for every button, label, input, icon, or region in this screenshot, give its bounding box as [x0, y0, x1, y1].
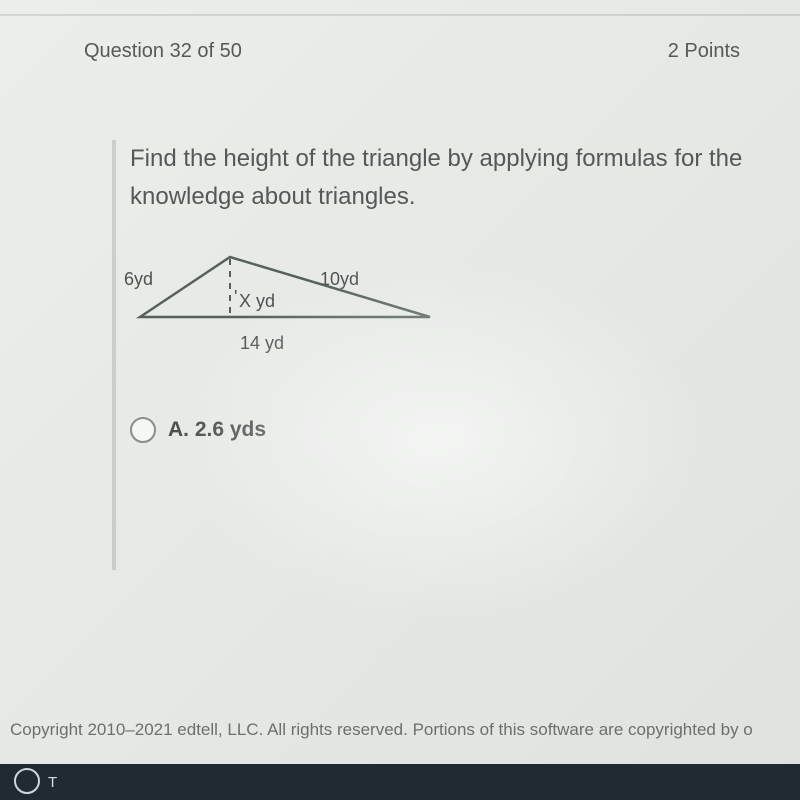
prompt-line-2: knowledge about triangles. [130, 178, 800, 216]
quiz-screen: Question 32 of 50 2 Points Find the heig… [0, 0, 800, 800]
label-right-side: 10yd [320, 269, 359, 290]
label-left-side: 6yd [124, 269, 153, 290]
triangle-shape [140, 257, 430, 317]
triangle-diagram: 6yd 10yd ' X yd 14 yd [130, 247, 450, 377]
prompt-line-1: Find the height of the triangle by apply… [130, 140, 800, 178]
label-height-tick: ' [234, 287, 237, 308]
label-base: 14 yd [240, 333, 284, 354]
question-header: Question 32 of 50 2 Points [0, 40, 800, 63]
answer-option-a[interactable]: A. 2.6 yds [130, 417, 800, 443]
taskbar-hint: T [48, 774, 57, 791]
answer-a-label: A. 2.6 yds [168, 418, 266, 442]
triangle-svg [130, 247, 450, 357]
question-points: 2 Points [668, 40, 740, 63]
copyright-footer: Copyright 2010–2021 edtell, LLC. All rig… [10, 720, 800, 740]
content-left-rule [112, 140, 116, 570]
radio-icon[interactable] [130, 417, 156, 443]
question-content: Find the height of the triangle by apply… [130, 140, 800, 443]
label-height: X yd [239, 291, 275, 312]
taskbar: T [0, 764, 800, 800]
question-counter: Question 32 of 50 [84, 40, 242, 63]
top-rule [0, 2, 800, 16]
question-prompt: Find the height of the triangle by apply… [130, 140, 800, 217]
cortana-icon[interactable] [14, 768, 40, 794]
